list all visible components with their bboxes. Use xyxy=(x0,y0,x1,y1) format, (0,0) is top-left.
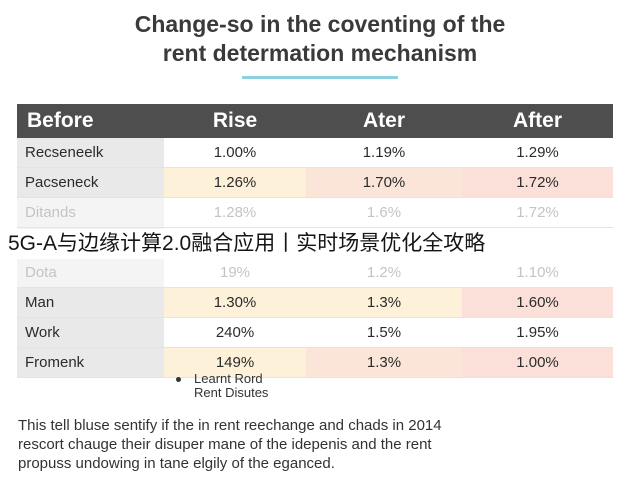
row-label: Work xyxy=(17,317,164,348)
rise-cell: 1.26% xyxy=(164,167,306,198)
footnote-line-1: This tell bluse sentify if the in rent r… xyxy=(18,417,442,434)
after-cell: 1.72% xyxy=(462,197,613,228)
ater-cell: 1.70% xyxy=(306,167,462,198)
title-line-1: Change-so in the coventing of the xyxy=(134,11,506,37)
after-cell: 1.72% xyxy=(462,167,613,198)
table-header-row: Before Rise Ater After xyxy=(17,104,613,138)
footnote-paragraph: This tell bluse sentify if the in rent r… xyxy=(18,416,628,473)
bullet-text: Learnt Rord xyxy=(194,371,263,386)
title-underline xyxy=(242,76,398,79)
table-row: Recseneelk 1.00% 1.19% 1.29% xyxy=(17,138,613,168)
ater-cell: 1.19% xyxy=(306,138,462,168)
ater-cell: 1.3% xyxy=(306,287,462,318)
bullet-text: Rent Disutes xyxy=(194,385,269,400)
title-line-2: rent determation mechanism xyxy=(162,40,478,66)
after-cell: 1.29% xyxy=(462,138,613,168)
row-label: Dota xyxy=(17,257,164,288)
rise-cell: 1.30% xyxy=(164,287,306,318)
rise-cell: 149% xyxy=(164,347,306,378)
table-row: Man 1.30% 1.3% 1.60% xyxy=(17,287,613,318)
header-ater: Ater xyxy=(306,104,462,138)
ater-cell: 1.6% xyxy=(306,197,462,228)
header-rise: Rise xyxy=(164,104,306,138)
table-row: Dota 19% 1.2% 1.10% xyxy=(17,257,613,288)
after-cell: 1.00% xyxy=(462,347,613,378)
footnote-line-3: propuss undowing in tane elgily of the e… xyxy=(18,455,335,472)
bullet-list: Learnt Rord Rent Disutes xyxy=(176,372,268,400)
table-row: Fromenk 149% 1.3% 1.00% xyxy=(17,347,613,378)
after-cell: 1.10% xyxy=(462,257,613,288)
ater-cell: 1.3% xyxy=(306,347,462,378)
after-cell: 1.60% xyxy=(462,287,613,318)
rise-cell: 1.28% xyxy=(164,197,306,228)
ater-cell: 1.2% xyxy=(306,257,462,288)
after-cell: 1.95% xyxy=(462,317,613,348)
ater-cell: 1.5% xyxy=(306,317,462,348)
header-after: After xyxy=(462,104,613,138)
row-label: Man xyxy=(17,287,164,318)
rise-cell: 1.00% xyxy=(164,138,306,168)
list-item: Rent Disutes xyxy=(176,386,268,400)
table-row: Ditands 1.28% 1.6% 1.72% xyxy=(17,197,613,228)
rise-cell: 240% xyxy=(164,317,306,348)
rise-cell: 19% xyxy=(164,257,306,288)
document-title: Change-so in the coventing of the rent d… xyxy=(0,10,640,68)
footnote-line-2: rescort chauge their disuper mane of the… xyxy=(18,436,432,453)
row-label: Recseneelk xyxy=(17,138,164,168)
row-label: Pacseneck xyxy=(17,167,164,198)
table-row: Pacseneck 1.26% 1.70% 1.72% xyxy=(17,167,613,198)
table-row: Work 240% 1.5% 1.95% xyxy=(17,317,613,348)
bullet-dot-icon xyxy=(176,377,181,382)
list-item: Learnt Rord xyxy=(176,372,268,386)
header-before: Before xyxy=(17,104,164,138)
row-label: Ditands xyxy=(17,197,164,228)
overlay-caption: 5G-A与边缘计算2.0融合应用丨实时场景优化全攻略 xyxy=(0,229,640,259)
row-label: Fromenk xyxy=(17,347,164,378)
